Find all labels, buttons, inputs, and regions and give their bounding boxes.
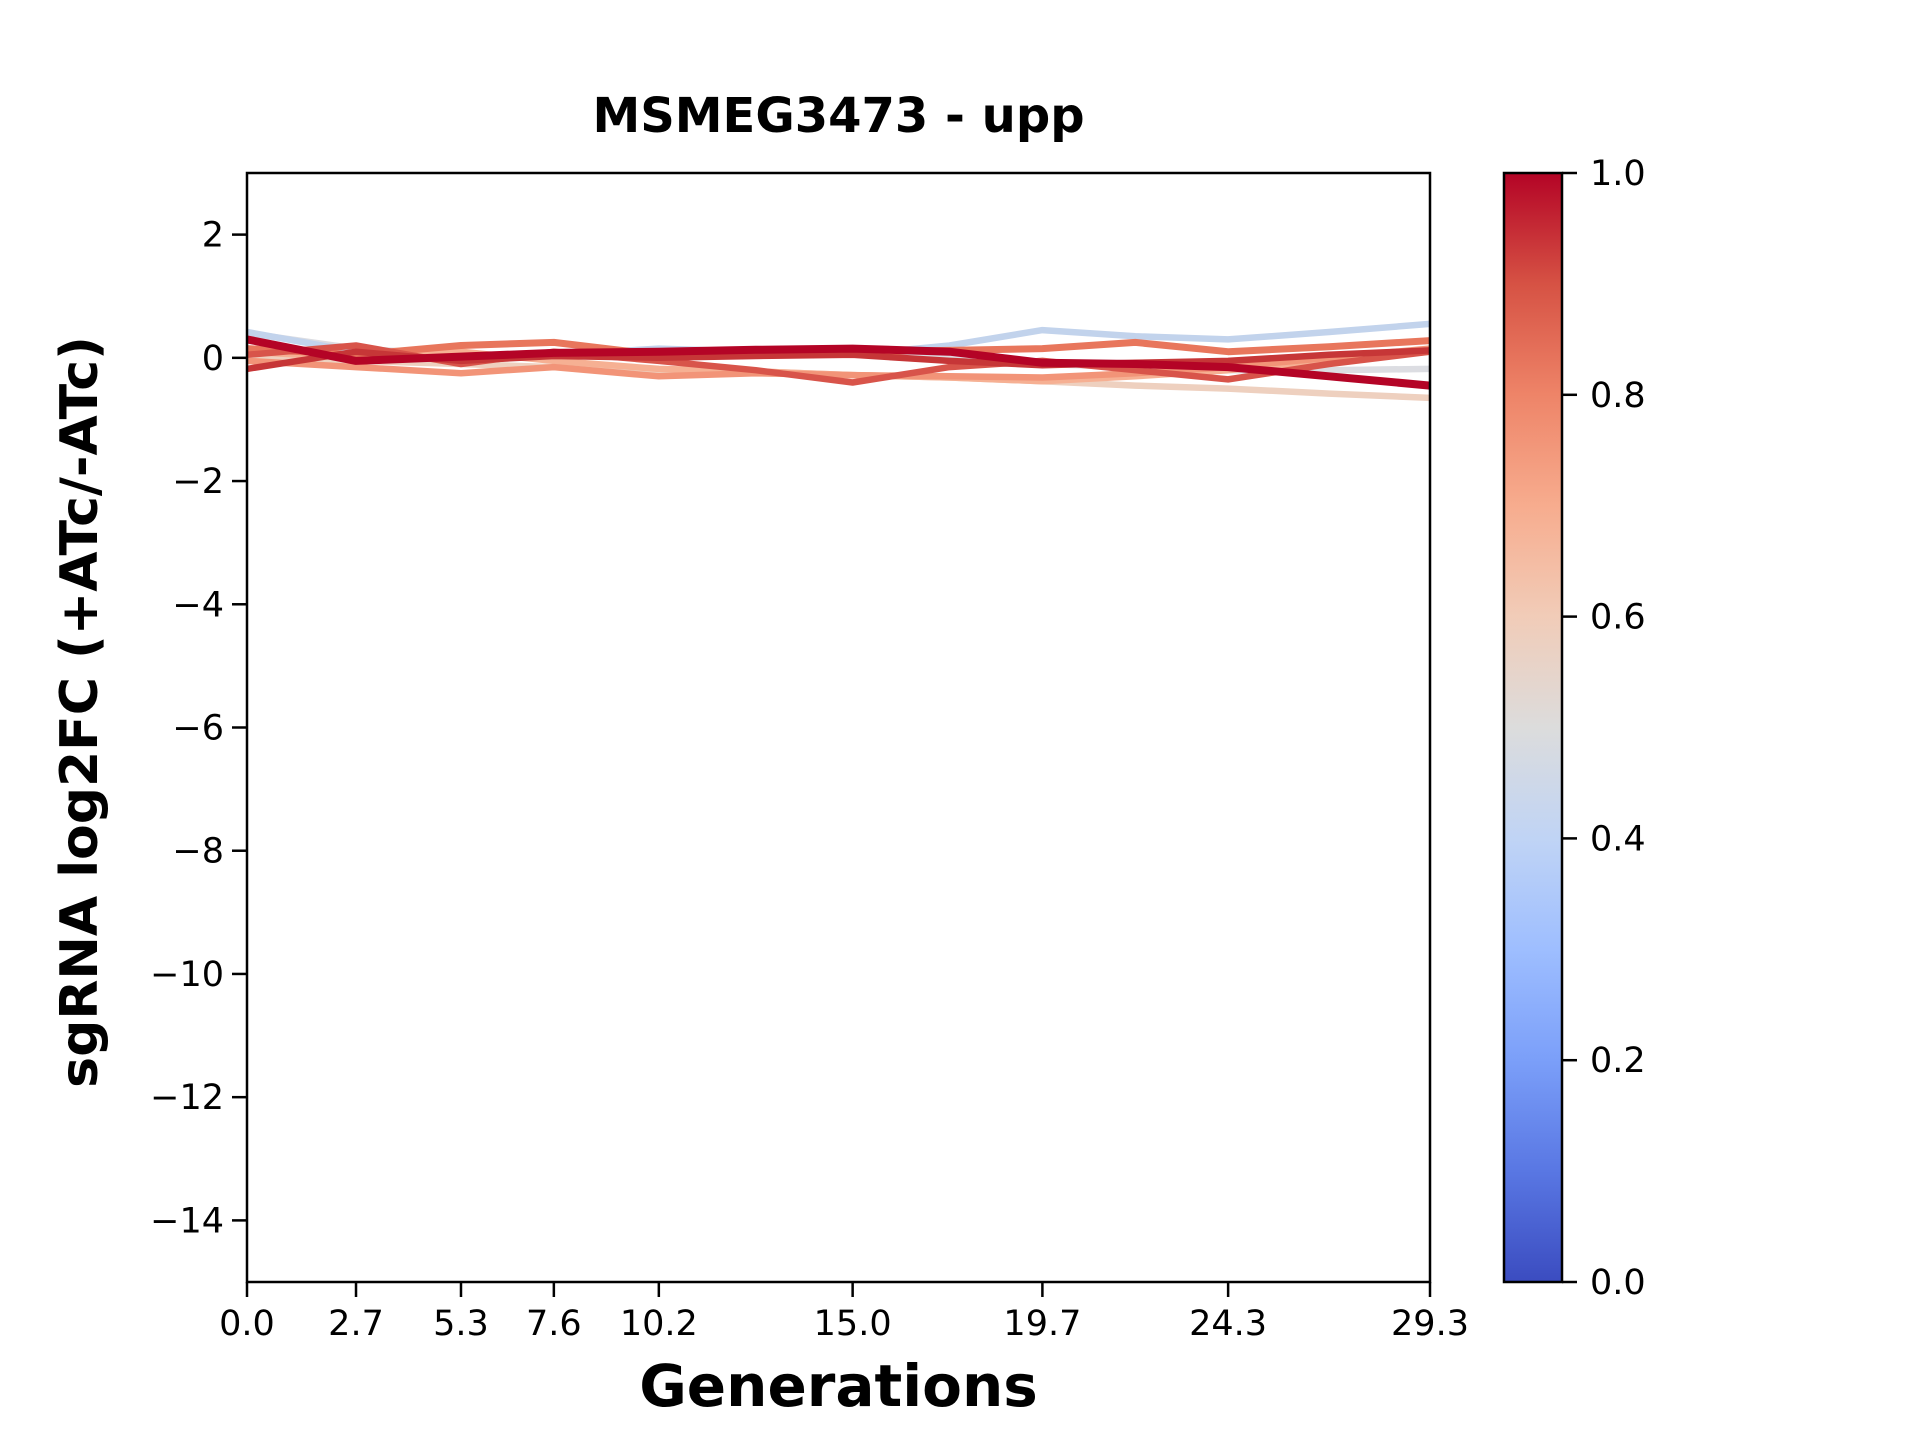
sgrna-line bbox=[246, 347, 1431, 373]
colorbar-tick-label: 0.6 bbox=[1590, 598, 1646, 638]
y-tick-label: 2 bbox=[202, 216, 224, 256]
colorbar-tick-label: 0.2 bbox=[1590, 1041, 1646, 1081]
x-tick-label: 10.2 bbox=[620, 1304, 698, 1344]
y-tick-label: −14 bbox=[150, 1201, 224, 1241]
x-tick-label: 19.7 bbox=[1003, 1304, 1081, 1344]
colorbar bbox=[1502, 171, 1564, 1284]
y-tick-label: −8 bbox=[172, 832, 224, 872]
x-tick-label: 29.3 bbox=[1391, 1304, 1469, 1344]
x-tick-label: 5.3 bbox=[433, 1304, 489, 1344]
x-tick-label: 24.3 bbox=[1189, 1304, 1267, 1344]
colorbar-tick-label: 0.8 bbox=[1590, 376, 1646, 416]
sgrna-line bbox=[246, 335, 1431, 390]
y-tick-label: 0 bbox=[202, 339, 224, 379]
y-tick-label: −6 bbox=[172, 709, 224, 749]
y-tick-label: −4 bbox=[172, 585, 224, 625]
x-tick-label: 0.0 bbox=[219, 1304, 275, 1344]
y-tick-label: −2 bbox=[172, 462, 224, 502]
y-tick-label: −10 bbox=[150, 955, 224, 995]
y-axis-label: sgRNA log2FC (+ATc/-ATc) bbox=[50, 336, 110, 1088]
y-tick-label: −12 bbox=[150, 1078, 224, 1118]
colorbar-tick-label: 0.0 bbox=[1590, 1263, 1646, 1303]
chart-title: MSMEG3473 - upp bbox=[592, 88, 1085, 144]
x-tick-label: 2.7 bbox=[328, 1304, 384, 1344]
colorbar-tick-label: 1.0 bbox=[1590, 154, 1646, 194]
x-tick-label: 7.6 bbox=[526, 1304, 582, 1344]
x-tick-label: 15.0 bbox=[814, 1304, 892, 1344]
colorbar-tick-label: 0.4 bbox=[1590, 819, 1646, 859]
x-axis-label: Generations bbox=[639, 1352, 1038, 1420]
